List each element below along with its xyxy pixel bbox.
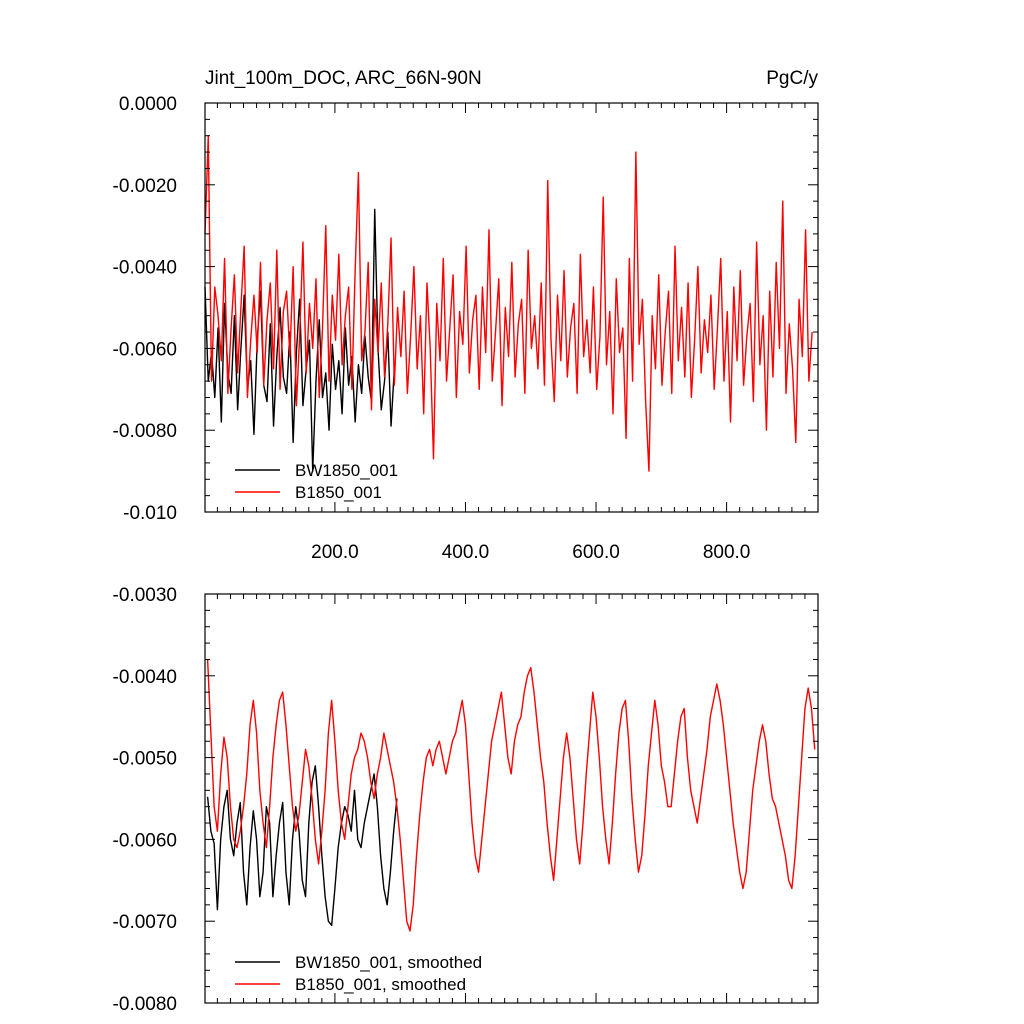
xtick-label-0-0: 200.0 [311, 542, 359, 563]
ytick-label-0-3: -0.0060 [113, 339, 177, 360]
series-line-1-0 [206, 765, 398, 926]
plot-frame-1 [204, 593, 819, 1004]
bottom-panel: -0.0030 -0.0040 -0.0050 -0.0060 -0.0070 -0.00… [113, 585, 819, 1015]
legend-label-0-0: BW1850_001 [295, 461, 398, 480]
ytick-label-0-2: -0.0040 [113, 258, 177, 279]
ytick-label-0-5: -0.010 [123, 503, 177, 524]
ytick-label-0-4: -0.0080 [113, 421, 177, 442]
ytick-label-0-1: -0.0020 [113, 176, 177, 197]
ytick-label-1-5: -0.0080 [113, 994, 177, 1015]
ytick-label-1-3: -0.0060 [113, 830, 177, 851]
ytick-label-1-2: -0.0050 [113, 749, 177, 770]
ytick-label-1-4: -0.0070 [113, 912, 177, 933]
ytick-label-1-1: -0.0040 [113, 667, 177, 688]
ytick-label-0-0: 0.0000 [119, 94, 177, 115]
series-line-0-0 [204, 208, 396, 472]
series-line-1-1 [206, 659, 816, 932]
xtick-label-0-2: 600.0 [572, 542, 620, 563]
chart-units: PgC/y [766, 68, 818, 89]
plot-frame-0 [204, 102, 819, 513]
legend-label-1-1: B1850_001, smoothed [295, 975, 466, 994]
xtick-label-0-1: 400.0 [442, 542, 490, 563]
legend-label-0-1: B1850_001 [295, 483, 382, 502]
chart-title: Jint_100m_DOC, ARC_66N-90N [205, 68, 482, 89]
series-line-0-1 [204, 135, 813, 472]
xtick-label-0-3: 800.0 [703, 542, 751, 563]
ytick-label-1-0: -0.0030 [113, 585, 177, 606]
legend-label-1-0: BW1850_001, smoothed [295, 953, 482, 972]
top-panel: 0.0000 -0.0020 -0.0040 -0.0060 -0.0080 -0.010… [113, 94, 819, 563]
